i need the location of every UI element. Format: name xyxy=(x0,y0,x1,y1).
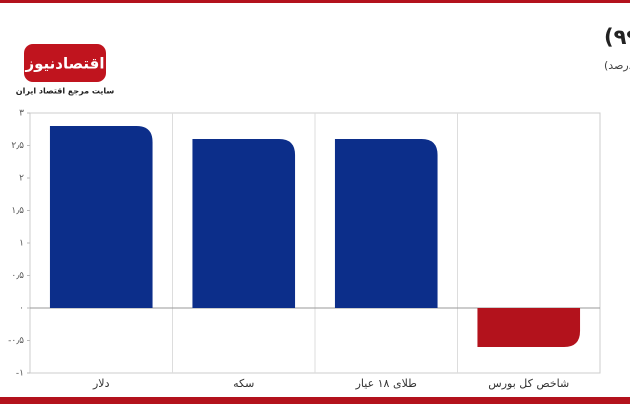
x-tick-label: طلای ۱۸ عیار xyxy=(355,377,418,390)
bar xyxy=(334,139,438,308)
bottom-strip xyxy=(0,397,630,404)
x-tick-label: سکه xyxy=(233,377,254,390)
y-tick-label: ۰٫۵ xyxy=(11,271,24,281)
y-tick-label: ۰ xyxy=(19,304,24,314)
logo-name: اقتصادنیوز xyxy=(25,55,105,73)
y-tick-label: ۱ xyxy=(19,239,24,249)
x-tick-label: دلار xyxy=(92,377,110,390)
y-tick-label: -۰٫۵ xyxy=(8,336,24,346)
chart-subtitle: (واحد: درصد) xyxy=(604,59,630,72)
y-tick-label: -۱ xyxy=(16,369,24,379)
y-tick-label: ۱٫۵ xyxy=(11,206,24,216)
y-tick-label: ۲ xyxy=(19,174,24,184)
y-tick-label: ۲٫۵ xyxy=(11,141,24,151)
x-tick-label: شاخص کل بورس xyxy=(488,377,569,390)
bar xyxy=(192,139,296,308)
y-tick-label: ۳ xyxy=(19,109,24,119)
chart-title: | بازدهی بازارها (چهارشنبه ۸ بهمن ۹۹) xyxy=(604,25,630,50)
top-strip xyxy=(0,0,630,3)
logo-box xyxy=(24,44,106,82)
bar xyxy=(477,308,581,347)
logo-tagline: سایت مرجع اقتصاد ایران xyxy=(16,87,115,96)
bar xyxy=(49,126,153,308)
